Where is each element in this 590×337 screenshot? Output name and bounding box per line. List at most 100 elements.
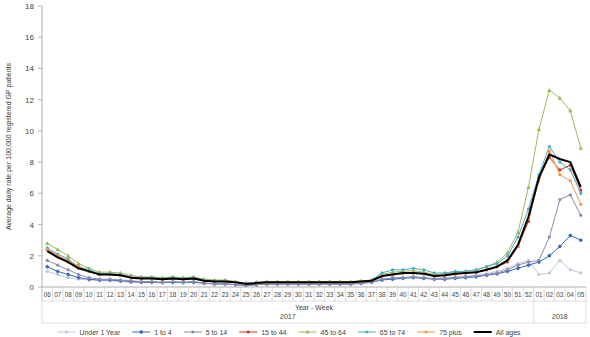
point	[569, 268, 572, 271]
point	[391, 268, 394, 271]
point	[192, 280, 195, 283]
point	[192, 281, 195, 284]
point	[412, 275, 415, 278]
point	[401, 276, 404, 279]
point	[67, 268, 70, 271]
point	[182, 281, 185, 284]
point	[391, 276, 394, 279]
legend-marker	[65, 330, 68, 333]
point	[150, 280, 154, 284]
legend-label: 75 plus	[439, 329, 462, 337]
y-tick	[38, 99, 42, 100]
chart: Average daily rate per 100,000 registere…	[0, 0, 590, 337]
point	[412, 275, 415, 278]
point	[55, 247, 59, 251]
point	[537, 273, 540, 276]
x-tick-label: 09	[75, 291, 83, 298]
plot-area	[45, 88, 583, 287]
x-tick	[387, 287, 388, 301]
x-tick	[52, 287, 53, 301]
point	[401, 276, 404, 279]
point	[495, 271, 498, 274]
point	[547, 88, 551, 92]
x-tick-label: 25	[242, 291, 250, 298]
point	[191, 280, 195, 284]
point	[118, 279, 122, 283]
point	[45, 241, 49, 245]
x-tick	[366, 287, 367, 301]
point	[108, 278, 111, 281]
point	[98, 278, 101, 281]
point	[380, 278, 383, 281]
box-edge	[42, 323, 586, 324]
box-edge	[42, 301, 586, 302]
point	[119, 278, 122, 281]
point	[454, 270, 457, 273]
point	[55, 269, 59, 273]
x-tick	[230, 287, 231, 301]
y-tick-label: 4	[30, 221, 35, 230]
x-tick-label: 05	[577, 291, 585, 298]
box-edge	[586, 287, 587, 323]
x-tick	[303, 287, 304, 301]
point	[537, 259, 540, 262]
y-tick	[38, 130, 42, 131]
legend-marker	[139, 330, 143, 334]
point	[505, 269, 509, 273]
point	[453, 276, 457, 280]
x-tick	[450, 287, 451, 301]
x-tick-label: 19	[180, 291, 188, 298]
point	[558, 259, 561, 262]
point	[558, 198, 561, 201]
x-tick	[125, 287, 126, 301]
x-tick	[251, 287, 252, 301]
point	[558, 161, 561, 164]
x-tick-label: 27	[263, 291, 271, 298]
point	[66, 272, 70, 276]
point	[579, 192, 582, 195]
x-tick-label: 42	[420, 291, 428, 298]
y-tick-label: 0	[30, 283, 35, 292]
point	[108, 278, 112, 282]
x-tick	[334, 287, 335, 301]
x-tick-label: 21	[201, 291, 209, 298]
point	[380, 278, 383, 281]
x-tick	[554, 287, 555, 301]
point	[463, 275, 467, 279]
x-tick-label: 08	[65, 291, 73, 298]
x-tick	[62, 287, 63, 301]
x-tick-label: 13	[117, 291, 125, 298]
point	[45, 265, 49, 269]
y-tick	[38, 37, 42, 38]
x-tick-label: 24	[232, 291, 240, 298]
x-tick	[282, 287, 283, 301]
x-tick-label: 30	[295, 291, 303, 298]
point	[140, 280, 143, 283]
x-tick	[73, 287, 74, 301]
y-tick-label: 12	[25, 96, 34, 105]
point	[412, 267, 415, 270]
x-tick-label: 07	[54, 291, 62, 298]
point	[433, 271, 436, 274]
x-axis-label: Year - Week	[295, 304, 334, 311]
point	[495, 262, 498, 265]
x-tick-label: 06	[44, 291, 52, 298]
point	[150, 280, 153, 283]
y-tick	[38, 68, 42, 69]
point	[77, 273, 80, 276]
point	[433, 278, 436, 281]
legend-label: All ages	[496, 329, 521, 337]
x-tick-label: 49	[494, 291, 502, 298]
point	[140, 281, 143, 284]
x-tick	[397, 287, 398, 301]
point	[548, 145, 551, 148]
year-sep	[533, 301, 534, 323]
point	[443, 277, 446, 280]
x-tick	[512, 287, 513, 301]
y-axis-label: Average daily rate per 100,000 registere…	[5, 62, 13, 230]
x-tick-label: 50	[504, 291, 512, 298]
point	[484, 273, 488, 277]
x-tick-label: 40	[399, 291, 407, 298]
x-tick	[408, 287, 409, 301]
x-tick	[481, 287, 482, 301]
